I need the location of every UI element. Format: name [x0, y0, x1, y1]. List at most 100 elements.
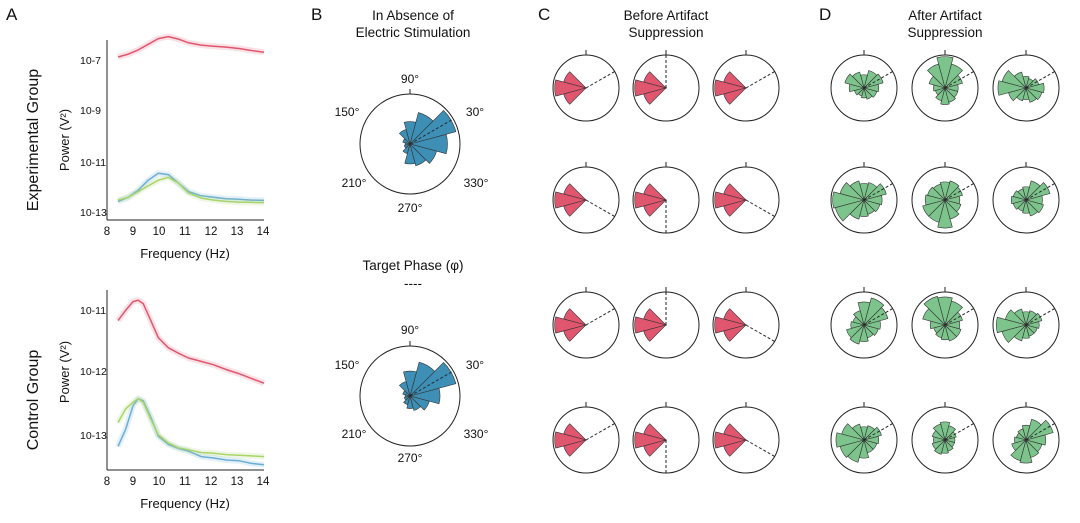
polar-histogram: [632, 287, 700, 359]
d-title-line2: Suppression: [907, 25, 982, 40]
polar-bar: [859, 323, 869, 342]
target-phase-marker: ----: [404, 276, 422, 291]
polar-bar: [714, 316, 748, 334]
target-phase-line: [944, 308, 974, 326]
polar-bar: [634, 191, 668, 209]
polar-bar: [1010, 195, 1028, 205]
x-tick-label: 11: [179, 226, 191, 238]
a-bottom-yticks: 10-11 10-12 10-13: [80, 305, 107, 442]
polar-bar: [1022, 323, 1030, 339]
polar-bar: [714, 79, 748, 97]
angle-label: 150°: [335, 105, 360, 119]
polar-bar: [941, 438, 949, 454]
polar-bar: [862, 426, 882, 441]
a-top-plot: 10-7 10-9 10-11 10-13 8 9 10 11 12 13 14…: [80, 33, 270, 261]
polar-bar: [849, 323, 865, 345]
polar-bar: [997, 80, 1028, 96]
series-band: [117, 33, 265, 60]
polar-bar: [940, 86, 950, 105]
polar-bar: [563, 199, 588, 217]
polar-histogram: [830, 162, 898, 234]
polar-bar: [847, 438, 865, 463]
polar-bar: [937, 198, 953, 229]
angle-label: 30°: [466, 358, 484, 372]
polar-bar: [563, 87, 588, 105]
polar-bar: [1022, 186, 1030, 202]
polar-histogram: [552, 287, 620, 359]
polar-bar: [554, 79, 588, 97]
x-tick-label: 13: [231, 226, 244, 238]
polar-histogram: [712, 50, 780, 122]
target-phase-line: [1025, 183, 1055, 201]
target-phase-line: [1025, 308, 1055, 326]
polar-bar: [943, 324, 962, 338]
target-phase-line: [863, 308, 893, 326]
y-tick-label: 10-11: [80, 305, 106, 317]
polar-histogram: [992, 402, 1060, 474]
polar-bar: [944, 438, 954, 452]
series-line: [117, 398, 265, 458]
a-top-xlabel: Frequency (Hz): [140, 246, 230, 261]
polar-bar: [928, 75, 947, 89]
x-tick-label: 9: [130, 476, 136, 488]
angle-label: 150°: [335, 358, 360, 372]
polar-bar: [714, 191, 748, 209]
polar-bar: [1025, 418, 1042, 442]
polar-histogram: [830, 402, 898, 474]
a-bottom-xticks: 8 9 10 11 12 13 14: [104, 476, 270, 488]
polar-bar: [862, 73, 884, 89]
polar-histograms: [359, 50, 1060, 474]
polar-bar: [943, 199, 962, 213]
polar-bar: [1024, 419, 1054, 441]
polar-bar: [943, 87, 959, 98]
polar-bar: [932, 423, 946, 442]
polar-bar: [853, 310, 865, 327]
target-phase-line: [745, 71, 775, 89]
polar-histogram: [830, 50, 898, 122]
target-phase-line: [585, 199, 615, 217]
polar-bar: [409, 112, 434, 146]
polar-bar: [927, 63, 946, 90]
target-phase-line: [863, 71, 893, 89]
polar-histogram: [992, 50, 1060, 122]
polar-bar: [1012, 199, 1028, 210]
angle-label: 30°: [466, 105, 484, 119]
polar-bar: [723, 199, 748, 217]
polar-bar: [944, 180, 960, 202]
polar-bar: [944, 86, 956, 103]
target-phase-line: [944, 71, 974, 89]
polar-bar: [862, 199, 881, 213]
x-tick-label: 8: [104, 226, 110, 238]
angle-label: 330°: [464, 176, 489, 190]
b-bottom-angle-labels: 90° 30° 330° 270° 210° 150°: [335, 323, 489, 465]
polar-bar: [939, 181, 951, 202]
c-title-line1: Before Artifact: [624, 8, 709, 23]
polar-bar: [844, 73, 866, 89]
b-title-line2: Electric Stimulation: [356, 25, 471, 40]
panel-letter-a: A: [6, 5, 18, 24]
polar-bar: [931, 430, 947, 441]
target-phase-line: [1025, 71, 1055, 89]
angle-label: 270°: [398, 451, 423, 465]
polar-histogram: [552, 402, 620, 474]
polar-histogram: [359, 341, 461, 447]
series-line: [117, 299, 265, 384]
polar-bar: [854, 87, 866, 96]
target-phase-line: [745, 199, 775, 217]
polar-bar: [834, 199, 866, 222]
target-phase-line: [409, 370, 454, 397]
polar-histogram: [552, 50, 620, 122]
y-tick-label: 10-13: [80, 207, 107, 219]
polar-bar: [835, 432, 866, 448]
polar-histogram: [992, 287, 1060, 359]
polar-bar: [554, 191, 588, 209]
a-top-series: [116, 33, 265, 206]
y-tick-label: 10-7: [80, 55, 101, 67]
target-phase-line: [585, 423, 615, 441]
target-phase-line: [944, 183, 974, 201]
target-phase-line: [863, 183, 893, 201]
polar-bar: [1016, 86, 1027, 102]
polar-bar: [929, 320, 947, 330]
panel-letter-c: C: [538, 5, 550, 24]
